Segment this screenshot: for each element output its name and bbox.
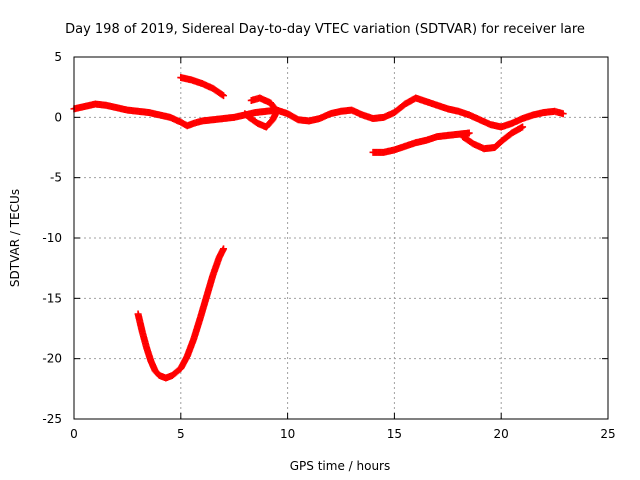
data-series: [71, 74, 567, 381]
series-track-upper-arc: [177, 74, 227, 99]
sdtvar-chart: Day 198 of 2019, Sidereal Day-to-day VTE…: [0, 0, 640, 480]
y-tick-label: -15: [42, 291, 62, 305]
x-tick-label: 20: [494, 427, 509, 441]
y-tick-label: -5: [50, 171, 62, 185]
x-tick-label: 15: [387, 427, 402, 441]
y-tick-label: 5: [54, 50, 62, 64]
x-tick-label: 0: [70, 427, 78, 441]
x-tick-label: 5: [177, 427, 185, 441]
y-tick-label: -25: [42, 412, 62, 426]
y-axis-label: SDTVAR / TECUs: [8, 189, 22, 287]
x-tick-label: 25: [600, 427, 615, 441]
x-tick-label: 10: [280, 427, 295, 441]
y-tick-label: -10: [42, 231, 62, 245]
y-tick-label: -20: [42, 352, 62, 366]
x-axis-label: GPS time / hours: [290, 459, 391, 473]
series-track-main: [71, 95, 567, 131]
y-tick-label: 0: [54, 110, 62, 124]
chart-title: Day 198 of 2019, Sidereal Day-to-day VTE…: [65, 22, 585, 37]
